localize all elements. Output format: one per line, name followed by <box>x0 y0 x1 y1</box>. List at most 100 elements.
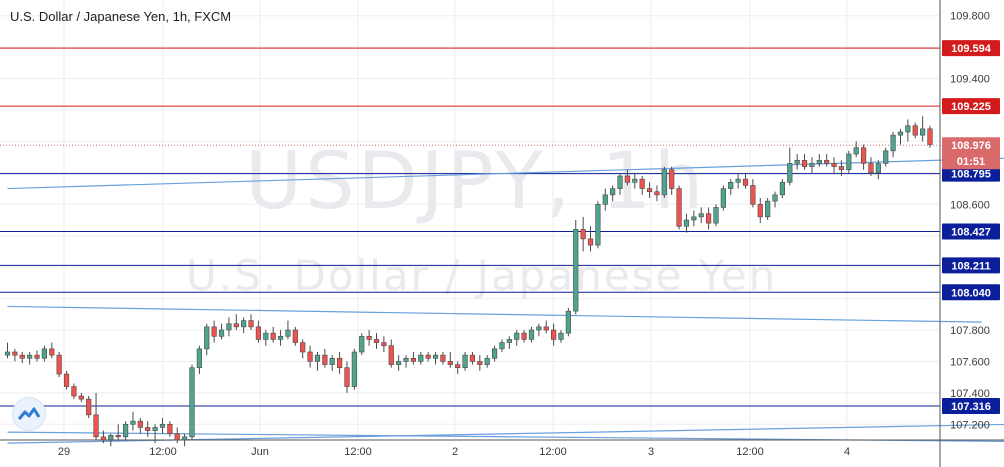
candle-body <box>683 219 690 227</box>
candle-body <box>587 238 594 246</box>
candle <box>469 352 476 365</box>
candle <box>875 160 881 180</box>
candle-body <box>300 342 306 353</box>
candle-body <box>34 354 40 359</box>
price-tick-label: 107.400 <box>950 388 990 400</box>
candle <box>779 179 785 198</box>
candle-body <box>920 128 926 136</box>
trendline[interactable] <box>7 421 1004 444</box>
candle-body <box>351 351 357 387</box>
candle-body <box>159 423 166 428</box>
candle-body <box>890 134 896 152</box>
candle-body <box>373 339 380 343</box>
candle <box>801 154 808 170</box>
candle-body <box>41 348 47 359</box>
candle <box>285 320 291 340</box>
candle <box>713 204 719 227</box>
candle-body <box>831 163 837 167</box>
candle <box>617 172 623 195</box>
countdown-label: 01:51 <box>957 156 985 168</box>
candle <box>381 336 387 352</box>
candle-body <box>772 194 778 202</box>
watermark: USDJPY, 1h U.S. Dollar / Japanese Yen <box>186 137 775 300</box>
tradingview-logo[interactable] <box>12 397 46 431</box>
candle-body <box>19 354 25 359</box>
candle <box>189 364 195 440</box>
candle <box>632 172 638 189</box>
candle <box>410 352 417 365</box>
candle <box>543 320 549 334</box>
candle-body <box>757 203 763 218</box>
candle-body <box>595 203 601 246</box>
candle <box>56 352 62 378</box>
candle <box>920 116 926 142</box>
candle <box>757 198 763 224</box>
candle-body <box>624 175 631 183</box>
candle-body <box>927 128 933 145</box>
candle <box>587 226 594 252</box>
candle-body <box>152 427 158 431</box>
candle <box>63 370 70 390</box>
candle-body <box>263 332 269 340</box>
candle-body <box>270 332 276 340</box>
candle <box>846 150 852 173</box>
candle <box>477 355 483 371</box>
candle <box>691 210 697 227</box>
candle <box>41 345 47 362</box>
time-axis[interactable]: 29 12:00 Jun 12:00 2 12:00 3 12:00 4 <box>0 439 1004 458</box>
candle <box>145 421 151 437</box>
candle <box>248 314 254 330</box>
candle <box>499 339 505 352</box>
price-axis[interactable]: 109.594 109.225 108.795 108.427 108.211 108.0… <box>939 0 1000 467</box>
candle <box>396 355 402 371</box>
candle <box>890 132 896 158</box>
candle-body <box>506 339 512 343</box>
price-tick-label: 108.600 <box>950 199 990 211</box>
candle-body <box>277 335 284 340</box>
level-label-bg <box>942 223 1000 240</box>
candle-body <box>255 326 262 340</box>
candle <box>137 418 143 434</box>
candle-body <box>314 354 321 362</box>
candle-body <box>742 178 749 186</box>
candle <box>130 411 136 431</box>
candle-body <box>883 150 889 164</box>
candle-body <box>536 326 542 331</box>
level-label: 109.225 <box>951 101 991 113</box>
candle <box>853 141 859 158</box>
candle-body <box>78 395 84 400</box>
time-tick-label: Jun <box>251 446 269 458</box>
candle <box>772 191 778 208</box>
candle <box>610 185 616 202</box>
candle-body <box>897 131 904 136</box>
candle-body <box>425 354 431 359</box>
candle-body <box>632 178 638 183</box>
candle-body <box>307 351 313 362</box>
trendline[interactable] <box>7 156 1004 190</box>
level-label: 108.040 <box>951 287 991 299</box>
candle-body <box>573 229 579 312</box>
candle-body <box>639 178 645 189</box>
level-label-bg <box>942 165 1000 182</box>
candle-body <box>204 326 210 350</box>
time-tick-label: 2 <box>452 446 458 458</box>
candle <box>86 396 92 418</box>
candle <box>765 198 771 220</box>
candle <box>344 361 350 393</box>
level-label-bg <box>942 284 1000 301</box>
candle <box>403 355 409 368</box>
level-label: 108.795 <box>951 169 991 181</box>
candle-body <box>551 329 557 340</box>
candle-body <box>602 194 608 205</box>
candle-body <box>108 434 114 441</box>
trendline[interactable] <box>7 305 982 323</box>
candle <box>669 166 675 195</box>
candle <box>204 323 210 356</box>
grid <box>0 0 940 440</box>
candle <box>705 207 712 230</box>
candle <box>218 323 225 340</box>
time-tick-label: 4 <box>844 446 850 458</box>
candle-body <box>565 310 571 334</box>
time-tick-label: 12:00 <box>736 446 764 458</box>
candle <box>794 154 800 170</box>
